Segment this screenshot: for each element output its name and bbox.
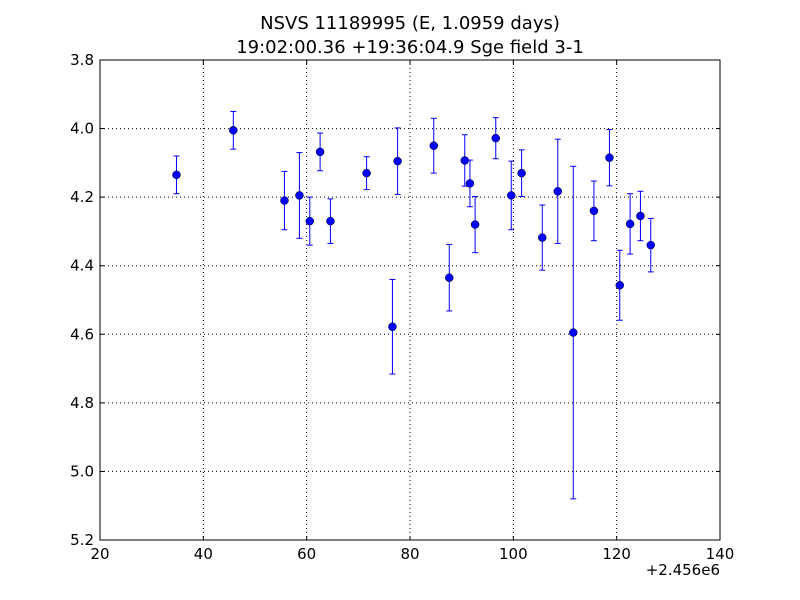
data-marker (315, 147, 325, 157)
data-marker (569, 328, 578, 337)
data-point (646, 217, 656, 273)
data-point (507, 160, 516, 231)
data-marker (507, 191, 516, 200)
data-point (605, 129, 614, 187)
data-point (445, 243, 454, 312)
data-marker (172, 170, 181, 180)
chart-title-line2: 19:02:00.36 +19:36:04.9 Sge field 3-1 (236, 37, 584, 58)
y-tick-label: 4.8 (70, 394, 94, 412)
x-tick-label: 40 (194, 545, 213, 563)
data-point (460, 134, 470, 187)
data-point (538, 204, 547, 271)
data-marker (538, 233, 547, 242)
data-series (172, 110, 656, 500)
data-point (470, 195, 480, 254)
data-point (491, 117, 501, 160)
data-marker (491, 133, 501, 143)
data-marker (362, 168, 371, 178)
x-tick-label: 60 (297, 545, 316, 563)
data-marker (429, 141, 439, 150)
data-marker (553, 187, 563, 196)
data-marker (605, 153, 614, 162)
data-point (362, 156, 371, 191)
data-marker (305, 216, 315, 226)
data-point (305, 196, 315, 246)
y-tick-label: 4.4 (70, 257, 94, 275)
axis-tick-labels: 20 40 60 80 100 120 140 3.8 4.0 4.2 4.4 4.6 4.8 5.0 5.… (70, 51, 734, 563)
data-marker (393, 156, 402, 166)
grid-lines (100, 60, 720, 540)
data-point (636, 190, 645, 242)
y-tick-label: 4.0 (70, 120, 94, 138)
data-marker (295, 191, 304, 200)
data-point (615, 249, 625, 321)
data-point (229, 110, 238, 150)
data-point (295, 152, 304, 239)
data-point (393, 127, 402, 195)
data-marker (589, 206, 599, 216)
data-marker (465, 179, 475, 188)
data-marker (445, 273, 454, 282)
data-point (326, 198, 335, 244)
data-point (172, 155, 181, 195)
data-marker (646, 240, 656, 250)
x-tick-label: 80 (400, 545, 419, 563)
data-point (517, 149, 526, 197)
axis-ticks (99, 59, 721, 541)
data-point (569, 165, 578, 500)
y-tick-label: 4.6 (70, 325, 94, 343)
data-marker (326, 216, 335, 226)
data-point (315, 132, 325, 172)
x-tick-label: 20 (90, 545, 109, 563)
x-offset-label: +2.456e6 (646, 561, 720, 579)
y-tick-label: 3.8 (70, 51, 94, 69)
chart-title-line1: NSVS 11189995 (E, 1.0959 days) (260, 13, 560, 34)
x-tick-label: 140 (706, 545, 735, 563)
y-tick-label: 4.2 (70, 188, 94, 206)
data-marker (388, 322, 397, 331)
data-marker (625, 219, 635, 229)
x-tick-label: 120 (602, 545, 631, 563)
data-marker (229, 126, 238, 135)
data-point (429, 117, 439, 174)
data-point (589, 180, 599, 242)
data-marker (470, 220, 480, 229)
data-marker (517, 168, 526, 178)
x-tick-label: 100 (499, 545, 528, 563)
y-tick-label: 5.0 (70, 462, 94, 480)
data-point (465, 159, 475, 208)
data-point (553, 138, 563, 244)
data-marker (280, 196, 289, 205)
y-tick-label: 5.2 (70, 531, 94, 549)
data-point (388, 278, 397, 375)
data-marker (615, 281, 625, 290)
data-point (280, 170, 289, 231)
data-marker (636, 211, 645, 221)
data-point (625, 193, 635, 255)
